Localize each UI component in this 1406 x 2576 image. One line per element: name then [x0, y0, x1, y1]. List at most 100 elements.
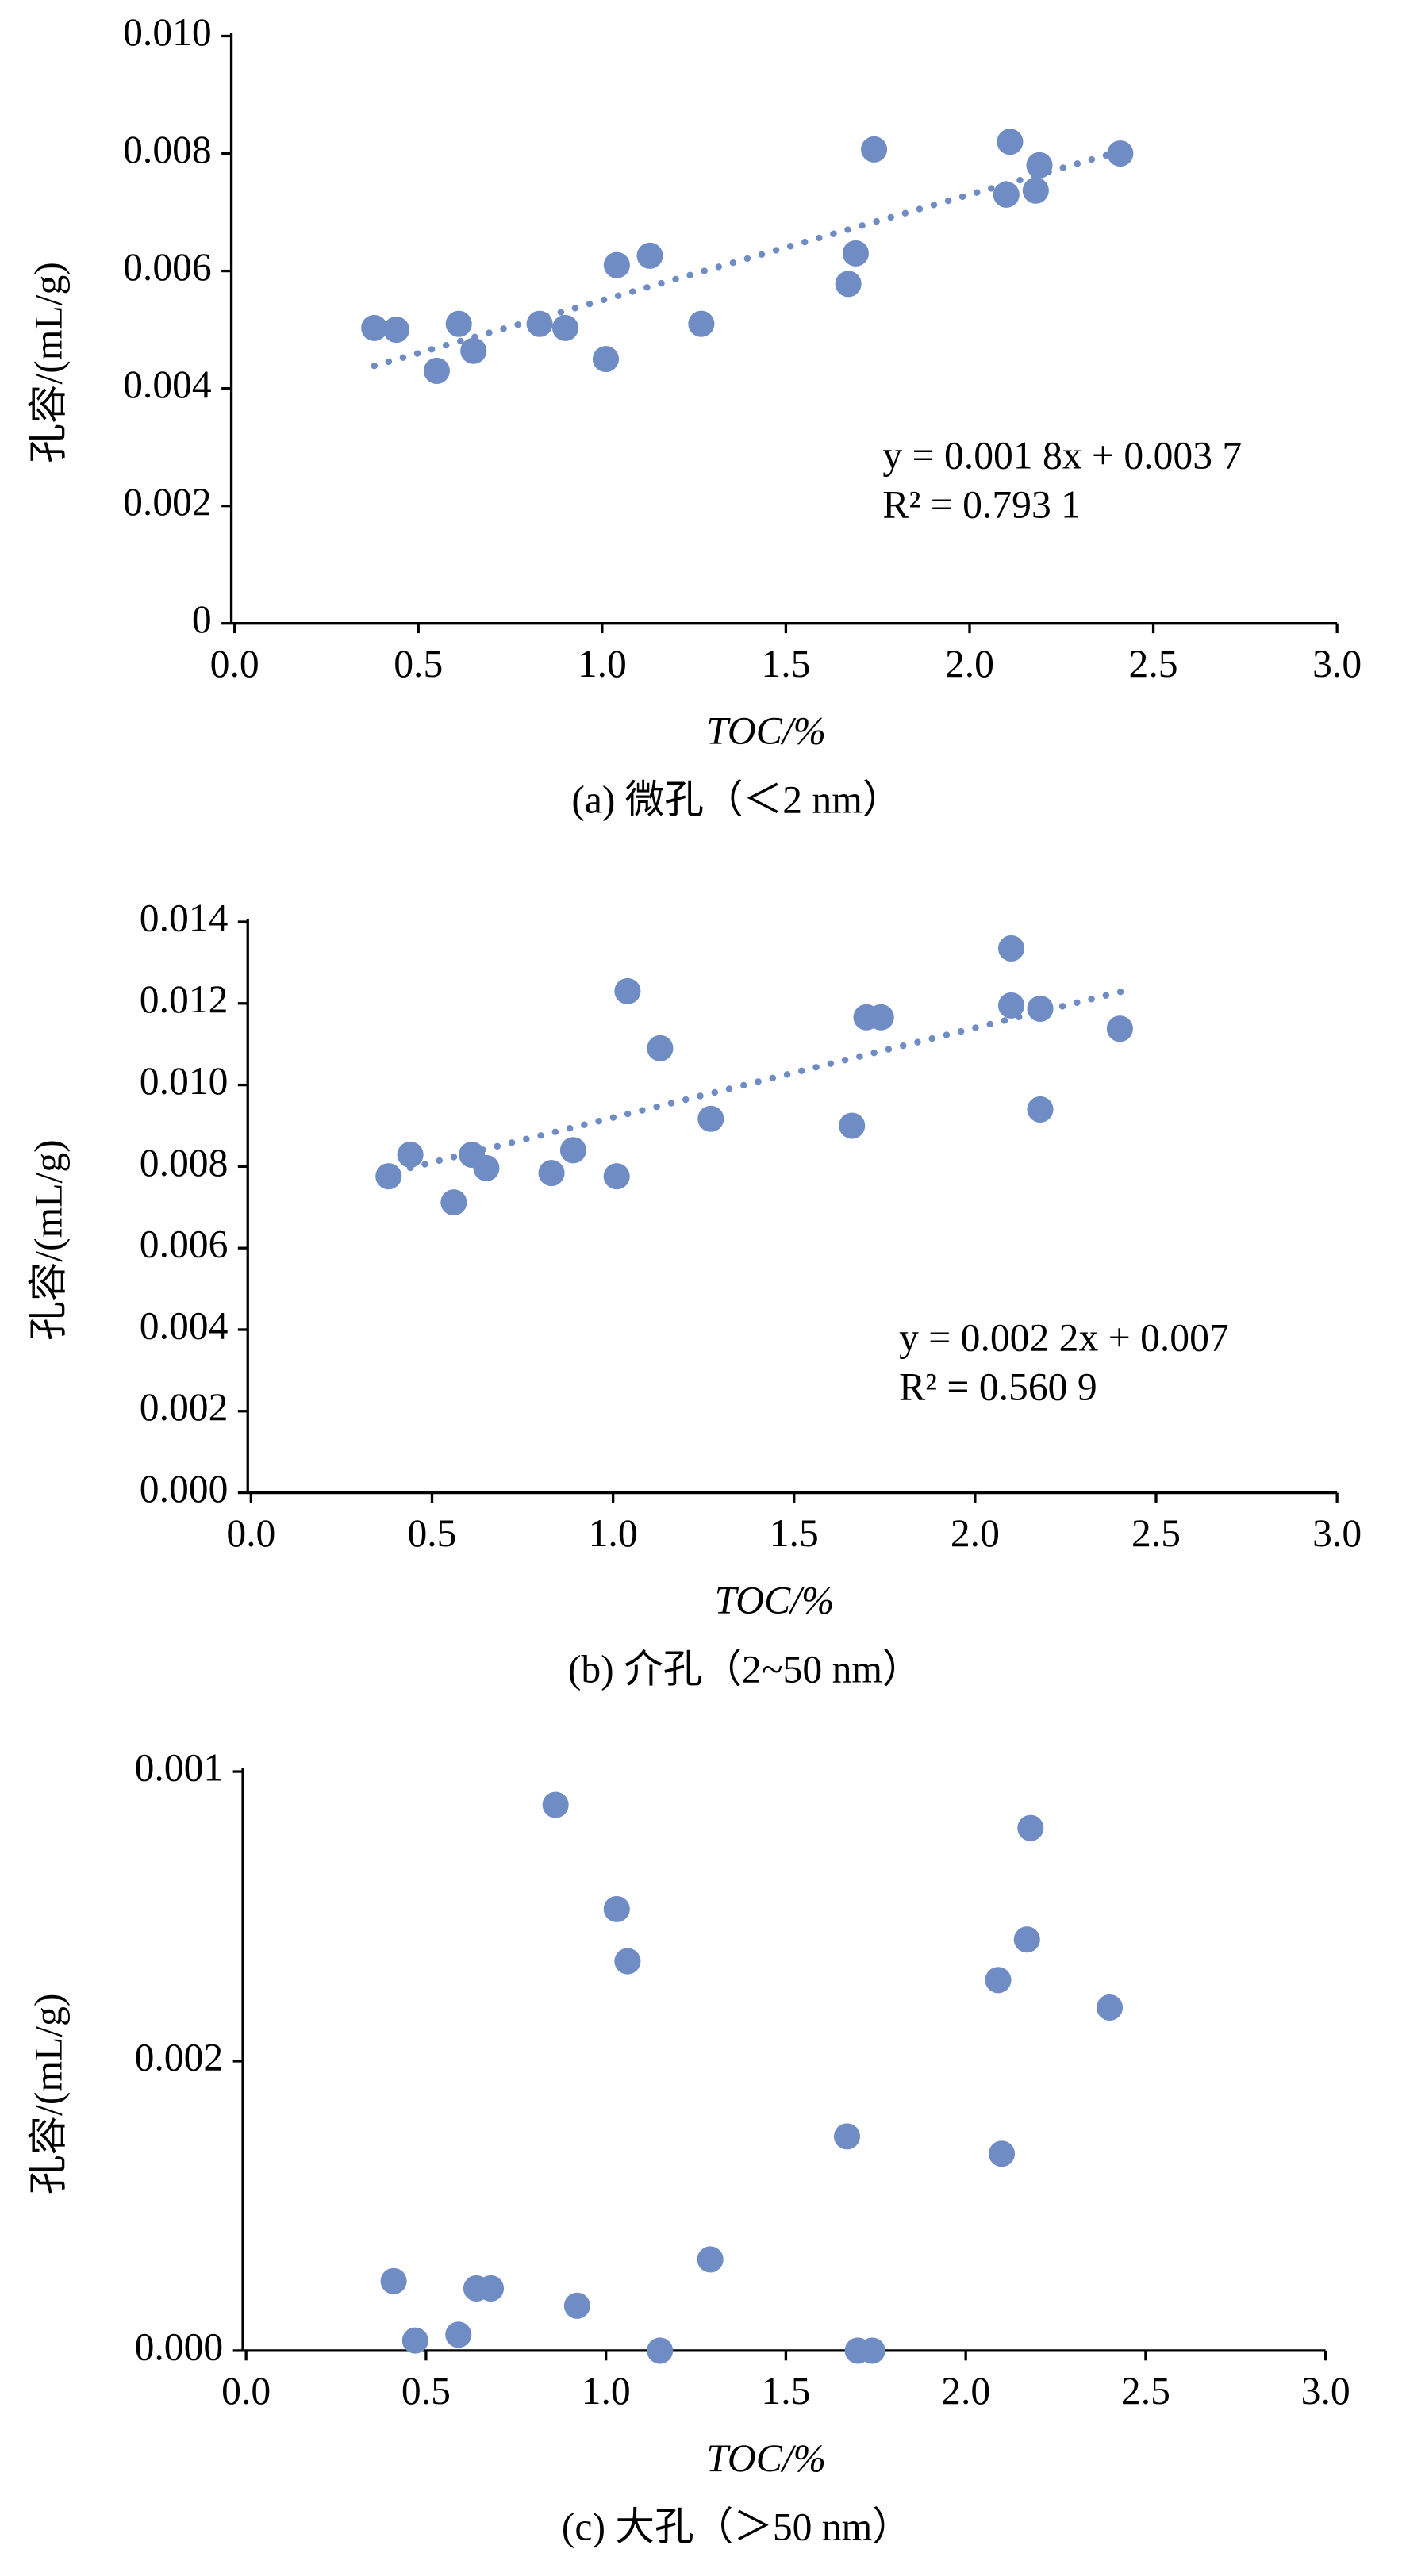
y-tick-label: 0.002: [135, 2035, 224, 2079]
point: [839, 1112, 866, 1139]
x-tick-label: 3.0: [1301, 2369, 1350, 2413]
point: [375, 1163, 402, 1190]
point: [988, 2140, 1016, 2167]
x-tick-label: 2.0: [941, 2369, 990, 2413]
y-tick-label: 0.002: [123, 480, 212, 524]
point: [603, 1163, 630, 1190]
point: [473, 1154, 500, 1181]
point: [538, 1160, 565, 1187]
x-tick-label: 1.5: [761, 2369, 810, 2413]
equation: y = 0.001 8x + 0.003 7: [882, 433, 1242, 477]
trendline: [406, 987, 1131, 1172]
y-tick-label: 0.012: [140, 977, 229, 1021]
point: [440, 1189, 467, 1216]
point: [1107, 140, 1134, 167]
y-tick-label: 0.010: [140, 1059, 229, 1103]
x-tick-label: 2.5: [1131, 1511, 1181, 1555]
point: [603, 251, 630, 278]
point: [688, 310, 715, 337]
point: [647, 2337, 674, 2364]
y-tick-label: 0.002: [140, 1385, 229, 1429]
point: [1022, 177, 1049, 204]
x-tick-label: 2.0: [951, 1511, 1000, 1555]
point: [526, 310, 553, 337]
point: [861, 136, 888, 163]
point: [592, 346, 620, 373]
point: [478, 2275, 505, 2302]
trendline: [371, 147, 1127, 370]
x-tick-label: 1.5: [770, 1511, 819, 1555]
caption: (a) 微孔（＜2 nm）: [571, 778, 901, 822]
y-tick-label: 0.006: [123, 245, 212, 289]
point: [445, 310, 472, 337]
x-tick-label: 3.0: [1312, 1511, 1362, 1555]
point: [1027, 995, 1054, 1023]
point: [697, 1105, 724, 1132]
x-tick-label: 0.0: [226, 1511, 275, 1555]
y-tick-label: 0.004: [140, 1303, 229, 1347]
x-axis-label: TOC/%: [715, 1579, 835, 1622]
x-tick-label: 1.0: [589, 1511, 638, 1555]
point: [997, 935, 1025, 962]
y-tick-label: 0: [192, 597, 212, 641]
point: [559, 1137, 586, 1164]
point: [1017, 1814, 1044, 1841]
point: [1026, 152, 1053, 179]
y-tick-label: 0.010: [123, 10, 212, 54]
equation: y = 0.002 2x + 0.007: [899, 1316, 1229, 1360]
point: [993, 181, 1020, 208]
y-tick-label: 0.000: [140, 1467, 229, 1511]
point: [614, 1948, 641, 1975]
point: [636, 242, 663, 269]
point: [842, 240, 869, 267]
y-tick-label: 0.006: [140, 1223, 229, 1266]
point: [835, 271, 862, 298]
caption: (c) 大孔（＞50 nm）: [562, 2505, 912, 2549]
point: [542, 1791, 569, 1818]
point: [361, 314, 388, 341]
x-axis-label: TOC/%: [706, 2436, 826, 2480]
x-tick-label: 2.5: [1121, 2369, 1170, 2413]
equation: R² = 0.560 9: [899, 1365, 1097, 1409]
point: [401, 2327, 428, 2354]
y-tick-label: 0.004: [123, 363, 212, 406]
point: [382, 317, 410, 344]
point: [1027, 1096, 1054, 1123]
point: [1106, 1015, 1133, 1042]
x-tick-label: 0.0: [221, 2369, 271, 2413]
x-tick-label: 1.0: [578, 642, 627, 685]
point: [614, 977, 641, 1004]
point: [380, 2267, 407, 2294]
x-tick-label: 0.0: [210, 642, 259, 685]
point: [563, 2292, 590, 2319]
x-tick-label: 0.5: [407, 1511, 456, 1555]
y-tick-label: 0.008: [140, 1141, 229, 1184]
point: [1013, 1926, 1040, 1953]
y-tick-label: 0.001: [135, 1745, 224, 1789]
point: [697, 2246, 724, 2273]
point: [551, 314, 579, 341]
point: [833, 2123, 861, 2150]
y-axis-label: 孔容/(mL/g): [27, 1994, 71, 2195]
point: [603, 1895, 630, 1922]
x-tick-label: 0.5: [401, 2369, 451, 2413]
y-axis-label: 孔容/(mL/g): [27, 262, 71, 463]
point: [423, 357, 450, 384]
y-tick-label: 0.008: [123, 128, 212, 171]
x-tick-label: 2.5: [1129, 642, 1178, 685]
point: [997, 992, 1025, 1019]
x-tick-label: 1.5: [761, 642, 810, 685]
x-tick-label: 1.0: [582, 2369, 631, 2413]
y-tick-label: 0.000: [135, 2325, 224, 2368]
point: [1097, 1994, 1124, 2021]
point: [647, 1035, 674, 1061]
point: [445, 2321, 472, 2348]
point: [997, 129, 1024, 155]
equation: R² = 0.793 1: [882, 482, 1081, 526]
point: [397, 1141, 424, 1169]
y-tick-label: 0.014: [140, 896, 229, 939]
point: [460, 337, 487, 364]
point: [867, 1004, 894, 1031]
x-tick-label: 2.0: [945, 642, 994, 685]
